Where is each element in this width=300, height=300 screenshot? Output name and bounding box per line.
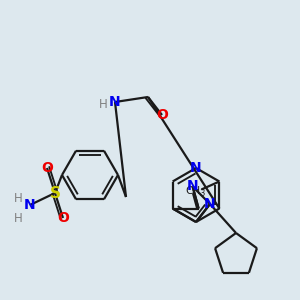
Text: H: H <box>14 212 22 224</box>
Text: O: O <box>57 211 69 225</box>
Text: N: N <box>204 197 216 211</box>
Text: O: O <box>156 108 168 122</box>
Text: N: N <box>190 161 202 175</box>
Text: O: O <box>41 161 53 175</box>
Text: N: N <box>109 95 121 109</box>
Text: N: N <box>187 179 198 194</box>
Text: H: H <box>99 98 107 112</box>
Text: N: N <box>24 198 36 212</box>
Text: H: H <box>14 191 22 205</box>
Text: CH: CH <box>186 185 201 196</box>
Text: 3: 3 <box>200 189 205 198</box>
Text: S: S <box>50 185 61 200</box>
